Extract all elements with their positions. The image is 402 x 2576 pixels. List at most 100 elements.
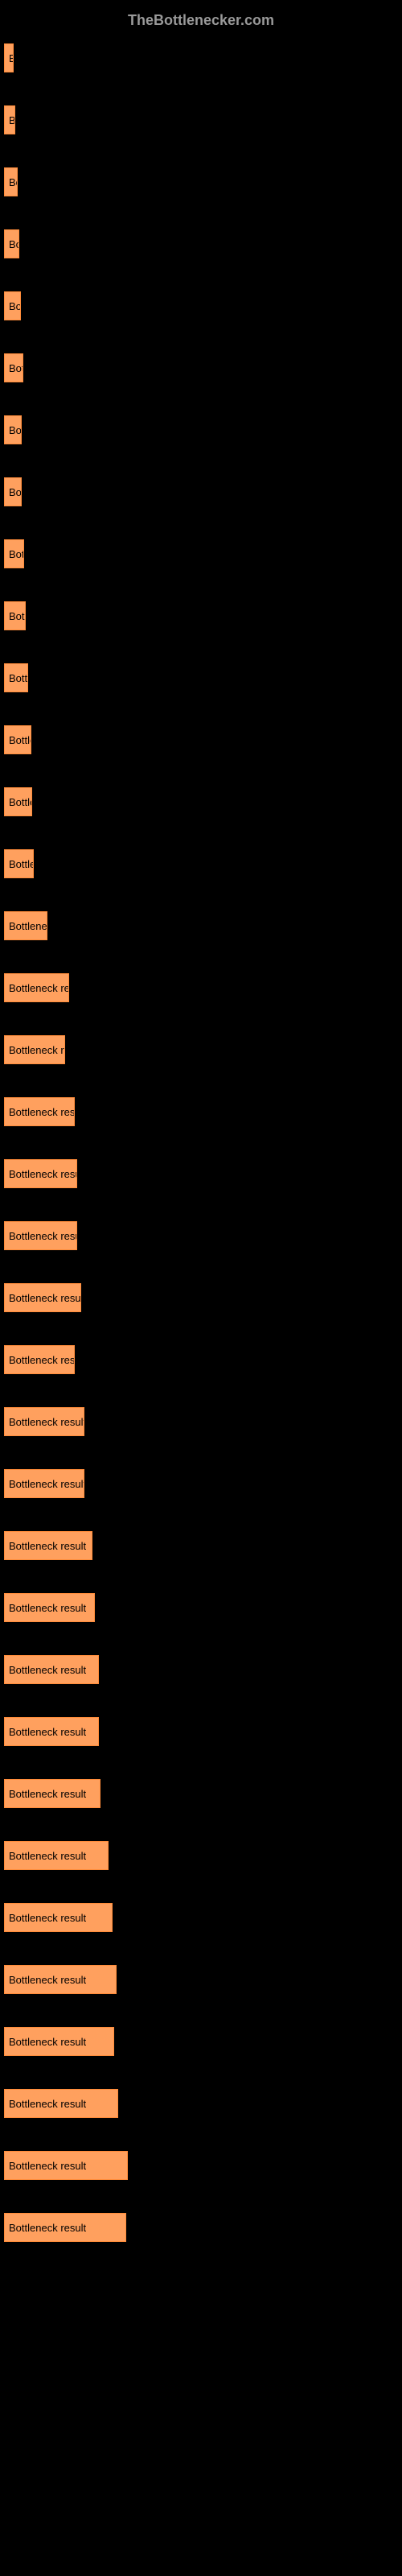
chart-bar[interactable]: Bott — [4, 663, 28, 692]
bar-group: Bott — [4, 661, 398, 692]
chart-bar[interactable]: B — [4, 105, 15, 134]
bar-group: Bottleneck result — [4, 2149, 398, 2180]
bar-text: Bottleneck result — [5, 1416, 84, 1428]
chart-bar[interactable]: Bottleneck result — [4, 1283, 81, 1312]
chart-bar[interactable]: Bottleneck re — [4, 1035, 65, 1064]
bar-text: Bo — [5, 176, 17, 188]
chart-bar[interactable]: Bottle — [4, 787, 32, 816]
chart-bar[interactable]: Bottleneck result — [4, 1655, 99, 1684]
bar-group: Bot — [4, 537, 398, 568]
bar-group: Bottleneck result — [4, 1901, 398, 1932]
bar-group: Bottleneck result — [4, 1963, 398, 1994]
bar-text: Bottleneck result — [5, 1850, 86, 1862]
bar-text: Bottleneck result — [5, 1788, 86, 1800]
chart-bar[interactable]: Bo — [4, 229, 19, 258]
bar-text: B — [5, 114, 14, 126]
chart-bar[interactable]: Bottleneck result — [4, 1965, 117, 1994]
bar-chart: B B Bo Bo Bo Bot Bo Bo Bot Bot Bott Bottle Bottle Bot… — [0, 41, 402, 2242]
bar-group: Bo — [4, 475, 398, 506]
bar-text: Bottle — [5, 734, 31, 746]
bar-group: Bottleneck result — [4, 1219, 398, 1250]
bar-text: Bottleneck result — [5, 1478, 84, 1490]
bar-group: Bottleneck resu — [4, 971, 398, 1002]
bar-text: B — [5, 52, 13, 64]
bar-group: Bottleneck result — [4, 1529, 398, 1560]
chart-bar[interactable]: Bottleneck result — [4, 1159, 77, 1188]
chart-bar[interactable]: Bottleneck result — [4, 1841, 109, 1870]
chart-bar[interactable]: Bottleneck result — [4, 1717, 99, 1746]
chart-bar[interactable]: Bottleneck result — [4, 1779, 100, 1808]
bar-group: Bo — [4, 289, 398, 320]
bar-group: Bottleneck result — [4, 1839, 398, 1870]
bar-group: Bottleneck result — [4, 2087, 398, 2118]
chart-bar[interactable]: Bottleneck resu — [4, 1345, 75, 1374]
chart-bar[interactable]: Bottleneck result — [4, 1531, 92, 1560]
bar-group: Bottleneck result — [4, 2211, 398, 2242]
chart-bar[interactable]: Bo — [4, 477, 22, 506]
bar-text: Bottleneck result — [5, 1726, 86, 1738]
bar-group: Bottleneck result — [4, 1591, 398, 1622]
bar-text: Bottleneck resu — [5, 1354, 74, 1366]
chart-bar[interactable]: Bottleneck — [4, 911, 47, 940]
bar-text: Bottleneck result — [5, 2036, 86, 2048]
bar-group: Bottle — [4, 785, 398, 816]
chart-bar[interactable]: B — [4, 43, 14, 72]
chart-bar[interactable]: Bottleneck result — [4, 1593, 95, 1622]
bar-text: Bottleneck result — [5, 1540, 86, 1552]
bar-text: Bot — [5, 548, 23, 560]
bar-group: Bottleneck result — [4, 2025, 398, 2056]
bar-text: Bottleneck result — [5, 1912, 86, 1924]
bar-text: Bo — [5, 424, 21, 436]
bar-group: Bo — [4, 413, 398, 444]
chart-bar[interactable]: Bottleneck result — [4, 1221, 77, 1250]
bar-group: Bottleneck result — [4, 1653, 398, 1684]
bar-text: Bottleneck result — [5, 1292, 80, 1304]
chart-bar[interactable]: Bottleneck result — [4, 1097, 75, 1126]
bar-group: Bottleneck re — [4, 1033, 398, 1064]
bar-group: Bottleneck result — [4, 1095, 398, 1126]
bar-group: Bottle — [4, 847, 398, 878]
chart-bar[interactable]: Bo — [4, 415, 22, 444]
bar-text: Bottleneck result — [5, 2222, 86, 2234]
bar-group: Bo — [4, 227, 398, 258]
bar-text: Bottle — [5, 858, 33, 870]
bar-group: B — [4, 103, 398, 134]
bar-group: Bottleneck — [4, 909, 398, 940]
chart-bar[interactable]: Bottle — [4, 725, 31, 754]
bar-group: Bottleneck result — [4, 1467, 398, 1498]
bar-group: Bottleneck result — [4, 1715, 398, 1746]
site-header: TheBottlenecker.com — [0, 8, 402, 41]
bar-text: Bo — [5, 486, 21, 498]
bar-group: Bottleneck result — [4, 1777, 398, 1808]
chart-bar[interactable]: Bot — [4, 353, 23, 382]
chart-bar[interactable]: Bottleneck result — [4, 1469, 84, 1498]
bar-group: Bot — [4, 599, 398, 630]
bar-text: Bottleneck resu — [5, 982, 68, 994]
bar-text: Bot — [5, 610, 25, 622]
bar-text: Bottleneck result — [5, 1664, 86, 1676]
bar-text: Bottleneck result — [5, 1168, 76, 1180]
bar-text: Bott — [5, 672, 27, 684]
chart-bar[interactable]: Bottleneck result — [4, 2089, 118, 2118]
chart-bar[interactable]: Bottleneck result — [4, 1903, 113, 1932]
chart-bar[interactable]: Bottleneck result — [4, 2213, 126, 2242]
chart-bar[interactable]: Bot — [4, 601, 26, 630]
chart-bar[interactable]: Bottleneck result — [4, 2027, 114, 2056]
bar-text: Bo — [5, 238, 18, 250]
bar-text: Bottleneck result — [5, 1106, 74, 1118]
bar-text: Bottleneck result — [5, 2098, 86, 2110]
bar-text: Bo — [5, 300, 20, 312]
bar-group: Bottleneck result — [4, 1405, 398, 1436]
chart-bar[interactable]: Bo — [4, 291, 21, 320]
bar-text: Bottleneck result — [5, 1602, 86, 1614]
chart-bar[interactable]: Bo — [4, 167, 18, 196]
bar-group: Bot — [4, 351, 398, 382]
bar-group: Bottle — [4, 723, 398, 754]
chart-bar[interactable]: Bot — [4, 539, 24, 568]
chart-bar[interactable]: Bottleneck result — [4, 2151, 128, 2180]
chart-bar[interactable]: Bottleneck result — [4, 1407, 84, 1436]
bar-text: Bottle — [5, 796, 31, 808]
bar-text: Bottleneck result — [5, 1230, 76, 1242]
chart-bar[interactable]: Bottleneck resu — [4, 973, 69, 1002]
chart-bar[interactable]: Bottle — [4, 849, 34, 878]
